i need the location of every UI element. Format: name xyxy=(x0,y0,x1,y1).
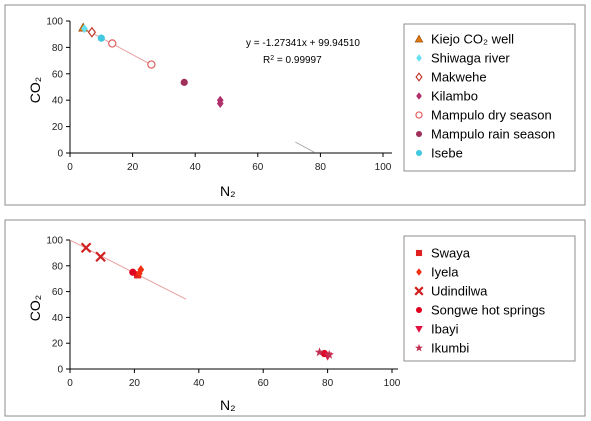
y-tick-label: 20 xyxy=(52,122,64,133)
legend-label: Kiejo CO₂ well xyxy=(431,32,514,47)
x-tick-label: 0 xyxy=(67,162,73,173)
legend-label: Mampulo rain season xyxy=(431,127,555,142)
data-point xyxy=(81,24,88,34)
x-tick-label: 80 xyxy=(322,378,334,389)
x-tick-label: 0 xyxy=(67,378,73,389)
legend-marker xyxy=(415,149,423,157)
legend-label: Songwe hot springs xyxy=(431,303,546,318)
legend-label: Swaya xyxy=(431,246,471,261)
chart-1-ticks: 0 20 40 60 80 100 0 20 40 60 80 100 xyxy=(46,17,391,174)
x-tick-label: 40 xyxy=(190,162,202,173)
legend-marker xyxy=(415,306,423,314)
legend-label: Iyela xyxy=(431,265,459,280)
chart-1-points xyxy=(78,22,224,108)
legend-marker xyxy=(414,34,424,43)
legend-label: Ibayi xyxy=(431,322,459,337)
legend-label: Isebe xyxy=(431,146,463,161)
data-point xyxy=(108,39,117,48)
data-point xyxy=(147,60,156,69)
legend-marker xyxy=(414,286,424,296)
y-tick-label: 0 xyxy=(57,149,63,160)
legend-marker xyxy=(415,72,423,82)
y-tick-label: 80 xyxy=(52,261,64,272)
x-tick-label: 80 xyxy=(315,162,327,173)
data-point xyxy=(135,269,143,279)
data-point xyxy=(129,268,137,276)
y-tick-label: 80 xyxy=(52,43,64,54)
x-tick-label: 20 xyxy=(129,378,141,389)
legend-marker xyxy=(416,92,422,100)
data-point xyxy=(314,347,325,357)
chart-2-points xyxy=(80,242,334,361)
y-tick-label: 60 xyxy=(52,69,64,80)
data-point xyxy=(87,26,97,38)
legend-label: Udindilwa xyxy=(431,284,488,299)
chart-1-legend-entries: Kiejo CO₂ well Shiwaga river Makwehe Kilamb… xyxy=(414,32,555,161)
chart-2: 0 20 40 60 80 100 0 20 40 60 80 100 N₂ CO₂ Swaya Iye… xyxy=(4,219,586,417)
legend-marker xyxy=(416,54,422,62)
data-point xyxy=(324,349,334,359)
legend-marker xyxy=(415,249,423,257)
chart-1-equation: y = -1.27341x + 99.94510 xyxy=(246,38,360,49)
trendline-extension xyxy=(295,141,315,153)
x-tick-label: 20 xyxy=(127,162,139,173)
data-point xyxy=(97,34,105,42)
chart-2-x-axis-title: N₂ xyxy=(220,397,236,413)
x-tick-label: 100 xyxy=(384,378,401,389)
data-point xyxy=(95,251,106,263)
y-tick-label: 20 xyxy=(52,339,64,350)
y-tick-label: 100 xyxy=(46,17,63,28)
y-tick-label: 100 xyxy=(46,236,63,247)
data-point xyxy=(80,242,92,254)
x-tick-label: 60 xyxy=(258,378,270,389)
chart-1-legend xyxy=(403,23,576,172)
y-tick-label: 40 xyxy=(52,313,64,324)
chart-2-legend-entries: Swaya Iyela Udindilwa Songwe hot springs Iba… xyxy=(414,246,546,356)
y-tick-label: 0 xyxy=(57,365,63,376)
x-tick-label: 60 xyxy=(252,162,264,173)
legend-marker xyxy=(416,268,422,276)
legend-marker xyxy=(415,343,423,352)
chart-2-y-axis-title: CO₂ xyxy=(27,295,43,321)
data-point xyxy=(216,99,224,108)
chart-1-r-squared: R2 = 0.99997 xyxy=(263,55,322,67)
legend-label: Kilambo xyxy=(431,89,478,104)
chart-1: 0 20 40 60 80 100 0 20 40 60 80 100 y = -1.27341x +… xyxy=(4,4,586,206)
chart-1-y-axis-title: CO₂ xyxy=(27,77,43,103)
data-point xyxy=(180,78,188,86)
legend-label: Shiwaga river xyxy=(431,51,510,66)
legend-marker xyxy=(415,130,423,138)
chart-2-legend xyxy=(403,235,576,362)
y-tick-label: 60 xyxy=(52,287,64,298)
legend-marker xyxy=(415,325,423,333)
legend-label: Ikumbi xyxy=(431,341,469,356)
chart-1-x-axis-title: N₂ xyxy=(220,183,236,199)
legend-label: Mampulo dry season xyxy=(431,108,552,123)
legend-marker xyxy=(415,111,423,119)
y-tick-label: 40 xyxy=(52,96,64,107)
x-tick-label: 40 xyxy=(193,378,205,389)
chart-2-ticks: 0 20 40 60 80 100 0 20 40 60 80 100 xyxy=(46,236,400,390)
x-tick-label: 100 xyxy=(375,162,392,173)
legend-label: Makwehe xyxy=(431,70,487,85)
